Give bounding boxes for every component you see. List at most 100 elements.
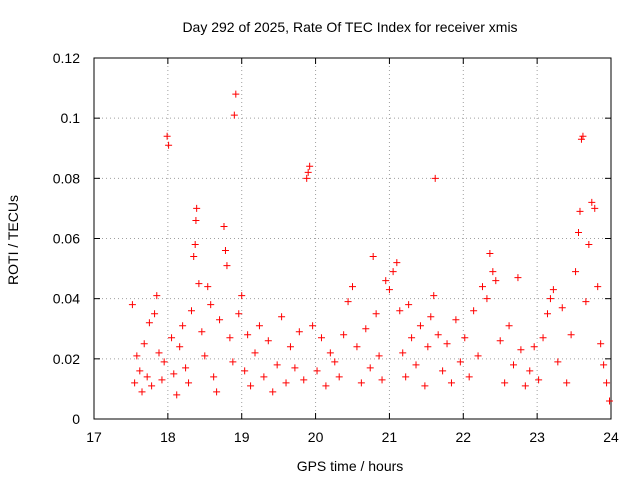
data-point-marker xyxy=(412,361,420,369)
data-point-marker xyxy=(389,268,397,276)
data-point-marker xyxy=(191,241,199,249)
data-point-marker xyxy=(465,373,473,381)
data-point-marker xyxy=(204,283,212,291)
data-point-marker xyxy=(216,316,224,324)
data-point-marker xyxy=(331,358,339,366)
data-point-marker xyxy=(456,358,464,366)
data-point-marker xyxy=(306,162,314,170)
data-point-marker xyxy=(572,268,580,276)
data-point-marker xyxy=(131,379,139,387)
data-point-marker xyxy=(539,334,547,342)
data-point-marker xyxy=(136,367,144,375)
x-tick-label: 20 xyxy=(308,429,324,445)
data-point-marker xyxy=(153,292,161,300)
data-point-marker xyxy=(313,367,321,375)
data-point-marker xyxy=(264,337,272,345)
data-point-marker xyxy=(543,310,551,318)
data-point-marker xyxy=(322,382,330,390)
data-point-marker xyxy=(193,204,201,212)
data-point-marker xyxy=(340,331,348,339)
data-point-marker xyxy=(220,222,228,230)
data-point-marker xyxy=(501,379,509,387)
data-point-marker xyxy=(408,334,416,342)
data-point-marker xyxy=(173,391,181,399)
y-tick-label: 0.08 xyxy=(53,170,80,186)
data-point-marker xyxy=(514,274,522,282)
x-axis-label: GPS time / hours xyxy=(297,458,404,474)
data-point-marker xyxy=(582,298,590,306)
data-point-marker xyxy=(505,322,513,330)
data-point-marker xyxy=(353,343,361,351)
data-point-marker xyxy=(396,307,404,315)
data-point-marker xyxy=(579,132,587,140)
data-point-marker xyxy=(577,135,585,143)
data-point-marker xyxy=(461,334,469,342)
data-point-marker xyxy=(530,343,538,351)
data-point-marker xyxy=(326,349,334,357)
data-point-marker xyxy=(443,340,451,348)
data-point-marker xyxy=(517,346,525,354)
y-axis-ticks: 0 0.02 0.04 0.06 0.08 0.1 0.12 xyxy=(53,50,611,427)
data-point-marker xyxy=(151,310,159,318)
data-point-marker xyxy=(603,379,611,387)
data-point-marker xyxy=(478,283,486,291)
y-tick-label: 0.04 xyxy=(53,291,80,307)
data-point-marker xyxy=(309,322,317,330)
data-point-marker xyxy=(416,322,424,330)
data-point-marker xyxy=(286,343,294,351)
data-point-marker xyxy=(402,373,410,381)
data-point-marker xyxy=(399,349,407,357)
data-point-marker xyxy=(591,204,599,212)
data-point-marker xyxy=(405,301,413,309)
data-point-marker xyxy=(168,334,176,342)
grid-lines xyxy=(94,58,611,419)
data-point-marker xyxy=(282,379,290,387)
data-points xyxy=(128,90,614,405)
data-point-marker xyxy=(269,388,277,396)
data-point-marker xyxy=(357,379,365,387)
data-point-marker xyxy=(434,331,442,339)
data-point-marker xyxy=(255,322,263,330)
data-point-marker xyxy=(155,349,163,357)
data-point-marker xyxy=(606,397,614,405)
data-point-marker xyxy=(235,310,243,318)
data-point-marker xyxy=(588,198,596,206)
data-point-marker xyxy=(349,283,356,291)
data-point-marker xyxy=(362,325,370,333)
data-point-marker xyxy=(521,382,529,390)
data-point-marker xyxy=(378,376,386,384)
data-point-marker xyxy=(470,307,478,315)
data-point-marker xyxy=(158,376,166,384)
plot-area-frame xyxy=(93,57,612,420)
data-point-marker xyxy=(170,370,178,378)
data-point-marker xyxy=(554,358,562,366)
data-point-marker xyxy=(375,352,383,360)
x-tick-label: 24 xyxy=(603,429,619,445)
data-point-marker xyxy=(145,319,153,327)
data-point-marker xyxy=(421,382,429,390)
data-point-marker xyxy=(393,259,401,267)
data-point-marker xyxy=(260,373,268,381)
data-point-marker xyxy=(241,367,249,375)
y-tick-label: 0.02 xyxy=(53,351,80,367)
data-point-marker xyxy=(535,376,543,384)
data-point-marker xyxy=(372,310,380,318)
data-point-marker xyxy=(335,373,343,381)
data-point-marker xyxy=(304,168,312,176)
data-point-marker xyxy=(148,382,156,390)
data-point-marker xyxy=(431,174,439,182)
y-tick-label: 0.12 xyxy=(53,50,80,66)
data-point-marker xyxy=(492,277,500,285)
data-point-marker xyxy=(192,216,200,224)
chart-title: Day 292 of 2025, Rate Of TEC Index for r… xyxy=(182,19,517,35)
data-point-marker xyxy=(251,349,259,357)
data-point-marker xyxy=(600,361,608,369)
data-point-marker xyxy=(597,340,605,348)
data-point-marker xyxy=(526,367,534,375)
data-point-marker xyxy=(452,316,460,324)
data-point-marker xyxy=(300,376,308,384)
y-tick-label: 0.06 xyxy=(53,231,80,247)
data-point-marker xyxy=(558,304,566,312)
data-point-marker xyxy=(230,111,238,119)
